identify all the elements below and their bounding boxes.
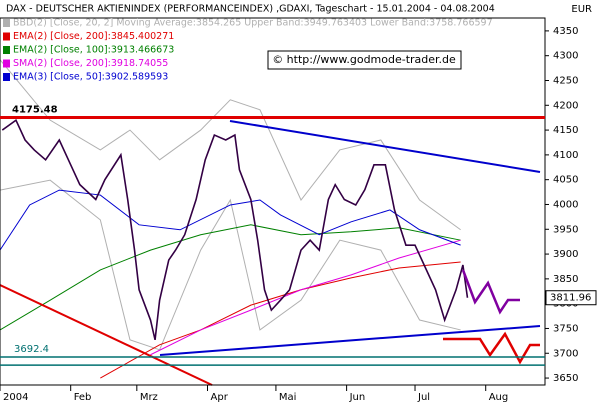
plot-border: [0, 17, 546, 386]
y-tick-label: 4350: [553, 26, 578, 37]
plot-area: [0, 59, 469, 379]
legend-label: SMA(2) [Close, 200]:3918.74055: [13, 58, 168, 69]
last-value-label: 3811.96: [550, 293, 591, 304]
source: © http://www.godmode-trader.de: [272, 53, 456, 66]
y-tick-label: 3700: [553, 348, 578, 359]
trendline: [229, 120, 541, 173]
indicator-band: [0, 179, 461, 351]
source-box: [267, 50, 462, 70]
x-tick-label: 2004: [3, 392, 28, 403]
currency: EUR: [571, 4, 592, 15]
y-tick-label: 4300: [553, 51, 578, 62]
y-tick-label: 4100: [553, 150, 578, 161]
projection: [443, 331, 540, 365]
y-tick-label: 4150: [553, 125, 578, 136]
indicator-line: [0, 59, 461, 231]
chart-title: DAX - DEUTSCHER AKTIENINDEX (PERFORMANCE…: [6, 4, 495, 15]
y-tick-label: 3850: [553, 274, 578, 285]
x-tick-label: Apr: [211, 392, 229, 403]
y-tick-label: 3650: [553, 373, 578, 384]
legend-label: EMA(2) [Close, 100]:3913.466673: [13, 45, 174, 56]
x-tick-label: Aug: [489, 392, 509, 403]
legend-swatch: [3, 19, 10, 27]
legend-swatch: [3, 46, 10, 54]
legend-swatch: [3, 32, 10, 41]
price-line: [1, 118, 469, 341]
last-value-box: [545, 290, 597, 306]
legend-swatch: [3, 73, 10, 81]
x-tick-label: Jul: [417, 392, 430, 403]
x-tick-label: Jun: [349, 392, 366, 403]
y-tick-label: 4250: [553, 75, 578, 86]
legend-swatch: [3, 59, 10, 68]
y-tick-label: 4000: [553, 199, 578, 210]
level-label: 3692.4: [14, 344, 49, 355]
y-tick-label: 4200: [553, 100, 578, 111]
indicator-line: [0, 224, 461, 331]
y-tick-label: 4050: [553, 175, 578, 186]
legend-label: BBD(2) [Close, 20, 2] Moving Average:385…: [13, 18, 493, 29]
indicator-line: [100, 261, 461, 379]
legend-label: EMA(3) [Close, 50]:3902.589593: [13, 72, 168, 83]
legend-label: EMA(2) [Close, 200]:3845.400271: [13, 31, 174, 42]
y-tick-label: 3950: [553, 224, 578, 235]
indicator-line: [0, 189, 461, 251]
trendline: [159, 325, 541, 356]
x-tick-label: Mai: [279, 392, 297, 403]
y-tick-label: 3900: [553, 249, 578, 260]
indicator-line: [150, 239, 461, 356]
x-tick-label: Mrz: [140, 392, 158, 403]
y-tick-label: 3750: [553, 323, 578, 334]
projection: [461, 269, 520, 315]
trendline: [0, 284, 213, 386]
level-label: 4175.48: [12, 104, 58, 115]
x-tick-label: Feb: [74, 392, 92, 403]
